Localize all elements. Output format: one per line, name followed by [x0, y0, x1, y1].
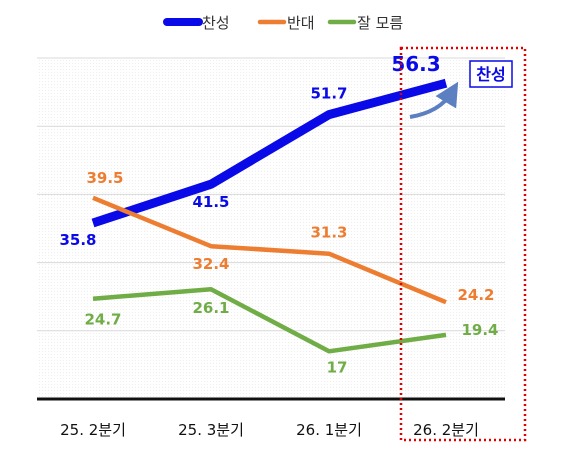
legend-label: 찬성: [202, 14, 230, 32]
x-tick-label: 26. 2분기: [413, 421, 479, 439]
series-lines: [91, 78, 448, 354]
gridlines: [37, 57, 505, 332]
data-labels: 35.8 41.5 51.7 56.3 39.5 32.4 31.3 24.2 24.7 26.1…: [59, 52, 498, 376]
series-line-3: [92, 286, 447, 354]
trend-arrow-icon: [409, 81, 459, 119]
highlight-badge-label: 찬성: [476, 65, 505, 84]
x-tick-label: 26. 1분기: [296, 421, 362, 439]
x-tick-label: 25. 3분기: [178, 421, 244, 439]
data-label: 19.4: [461, 321, 498, 339]
data-label: 39.5: [86, 169, 123, 187]
legend-label: 반대: [287, 14, 315, 32]
plot-area: [37, 58, 505, 399]
data-label: 41.5: [192, 193, 229, 211]
data-label: 24.7: [84, 311, 121, 329]
data-label: 35.8: [59, 231, 96, 249]
data-label: 31.3: [310, 224, 347, 242]
highlight-box: [399, 46, 527, 442]
highlight-badge: 찬성: [469, 60, 513, 88]
data-label: 56.3: [391, 52, 440, 76]
legend: 찬성 반대 잘 모름: [163, 14, 403, 32]
x-tick-labels: 25. 2분기 25. 3분기 26. 1분기 26. 2분기: [60, 421, 479, 439]
data-label: 17: [327, 358, 348, 376]
series-line-2: [92, 195, 447, 305]
data-label: 24.2: [457, 286, 494, 304]
series-line-1: [91, 78, 448, 228]
data-label: 26.1: [192, 299, 229, 317]
data-label: 51.7: [310, 85, 347, 103]
legend-label: 잘 모름: [357, 14, 403, 32]
x-tick-label: 25. 2분기: [60, 421, 126, 439]
data-label: 32.4: [192, 255, 229, 273]
